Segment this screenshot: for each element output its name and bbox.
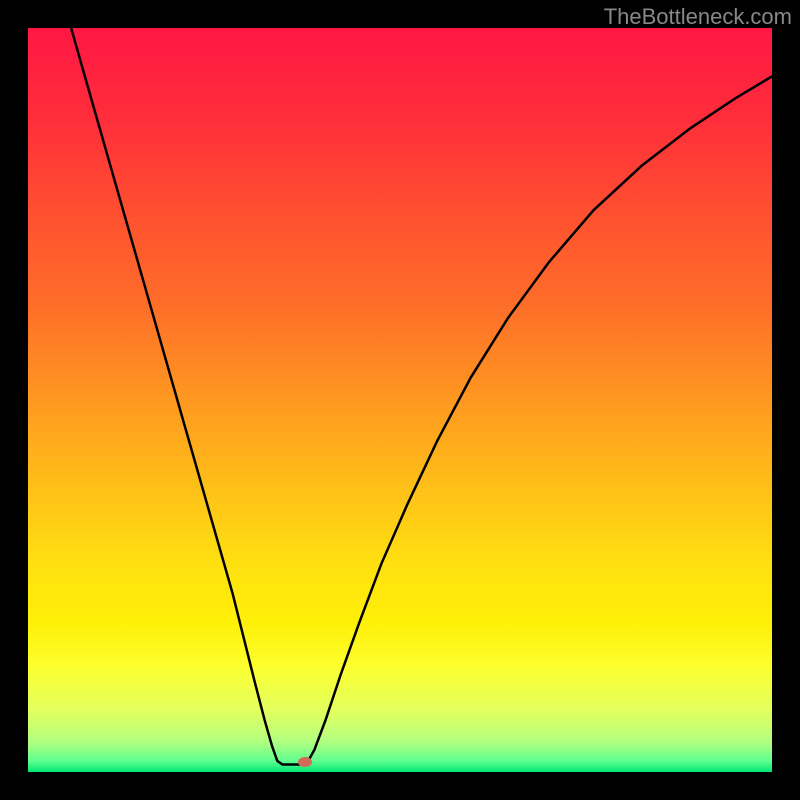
watermark-text: TheBottleneck.com: [604, 4, 792, 30]
curve-line: [28, 28, 772, 772]
plot-area: [28, 28, 772, 772]
